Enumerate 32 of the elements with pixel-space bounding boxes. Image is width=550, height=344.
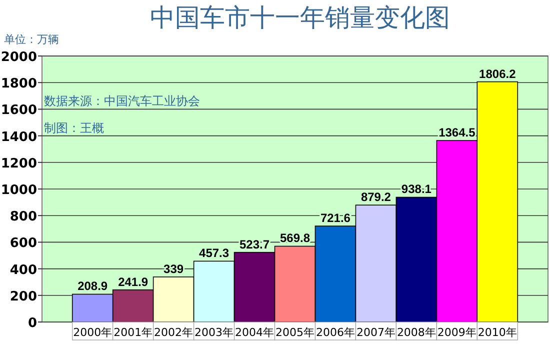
- x-tick-label: 2002年: [154, 326, 194, 339]
- y-tick-label: 1400: [0, 130, 37, 145]
- x-tick-label: 2006年: [316, 326, 355, 339]
- x-tick-label: 2000年: [73, 326, 112, 339]
- y-tick-label: 800: [10, 210, 37, 225]
- data-label: 208.9: [78, 279, 108, 294]
- annotation: 制图：王概: [44, 121, 104, 135]
- y-tick-label: 0: [28, 316, 37, 331]
- y-tick-label: 1000: [0, 183, 37, 198]
- x-tick-label: 2005年: [276, 326, 314, 339]
- y-tick-label: 1600: [0, 103, 37, 118]
- x-tick-label: 2008年: [396, 326, 436, 339]
- data-label: 879.2: [360, 190, 392, 204]
- x-tick-label: 2001年: [114, 326, 153, 339]
- y-tick-label: 2000: [0, 50, 37, 65]
- y-tick-label: 1200: [0, 156, 37, 172]
- x-tick-label: 2003年: [194, 326, 234, 339]
- y-tick-label: 600: [10, 236, 37, 252]
- x-tick-label: 2010年: [478, 326, 517, 339]
- y-tick-label: 1800: [0, 76, 37, 92]
- data-label: 1806.2: [479, 66, 516, 81]
- data-label: 457.3: [199, 246, 230, 260]
- chart-title: 中国车市十一年销量变化图: [150, 3, 450, 32]
- data-label: 241.9: [118, 274, 148, 289]
- x-tick-label: 2009年: [437, 326, 476, 339]
- y-tick-label: 400: [10, 262, 37, 278]
- y-tick-label: 200: [10, 289, 37, 304]
- annotation: 数据来源：中国汽车工业协会: [44, 94, 200, 108]
- y-axis-title: 单位：万辆: [4, 33, 59, 46]
- x-tick-label: 2007年: [356, 326, 396, 339]
- data-label: 569.8: [280, 231, 310, 246]
- x-tick-label: 2004年: [235, 326, 274, 339]
